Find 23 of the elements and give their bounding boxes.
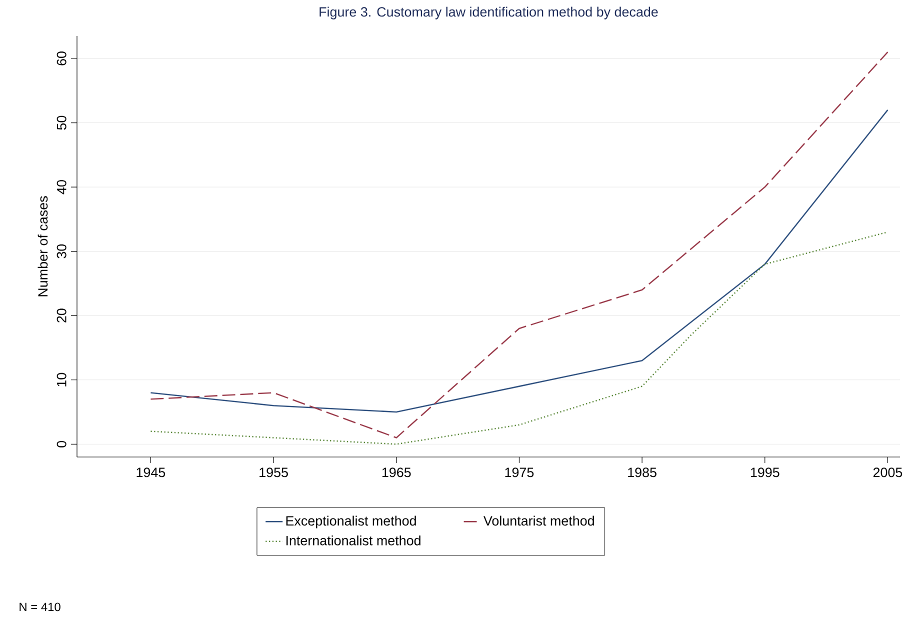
line-series [150,109,888,413]
y-tick-label: 10 [56,372,66,386]
y-tick-label: 20 [56,308,66,322]
legend-label: Exceptionalist method [286,516,416,528]
x-tick-label: 1975 [505,468,534,478]
y-tick-label: 30 [56,244,66,258]
x-tick-label: 1995 [750,468,780,478]
y-tick-label: 0 [56,440,66,448]
line-series [150,231,888,445]
y-axis-title: Number of cases [38,196,48,296]
chart-title: Figure 3. Customary law identification method by decade [320,6,658,20]
line-series [150,51,888,438]
y-tick-label: 60 [56,52,66,66]
x-tick-label: 1945 [136,468,166,478]
text: N = 410 [20,602,60,612]
x-tick-label: 1985 [628,468,656,478]
legend-label: Voluntarist method [484,516,594,526]
y-tick-label: 50 [56,116,66,130]
y-tick-label: 40 [56,180,66,194]
x-tick-label: 1955 [260,468,288,478]
x-tick-label: 1965 [382,468,411,478]
legend-label: Internationalist method [286,535,420,546]
x-tick-label: 2005 [873,468,902,478]
